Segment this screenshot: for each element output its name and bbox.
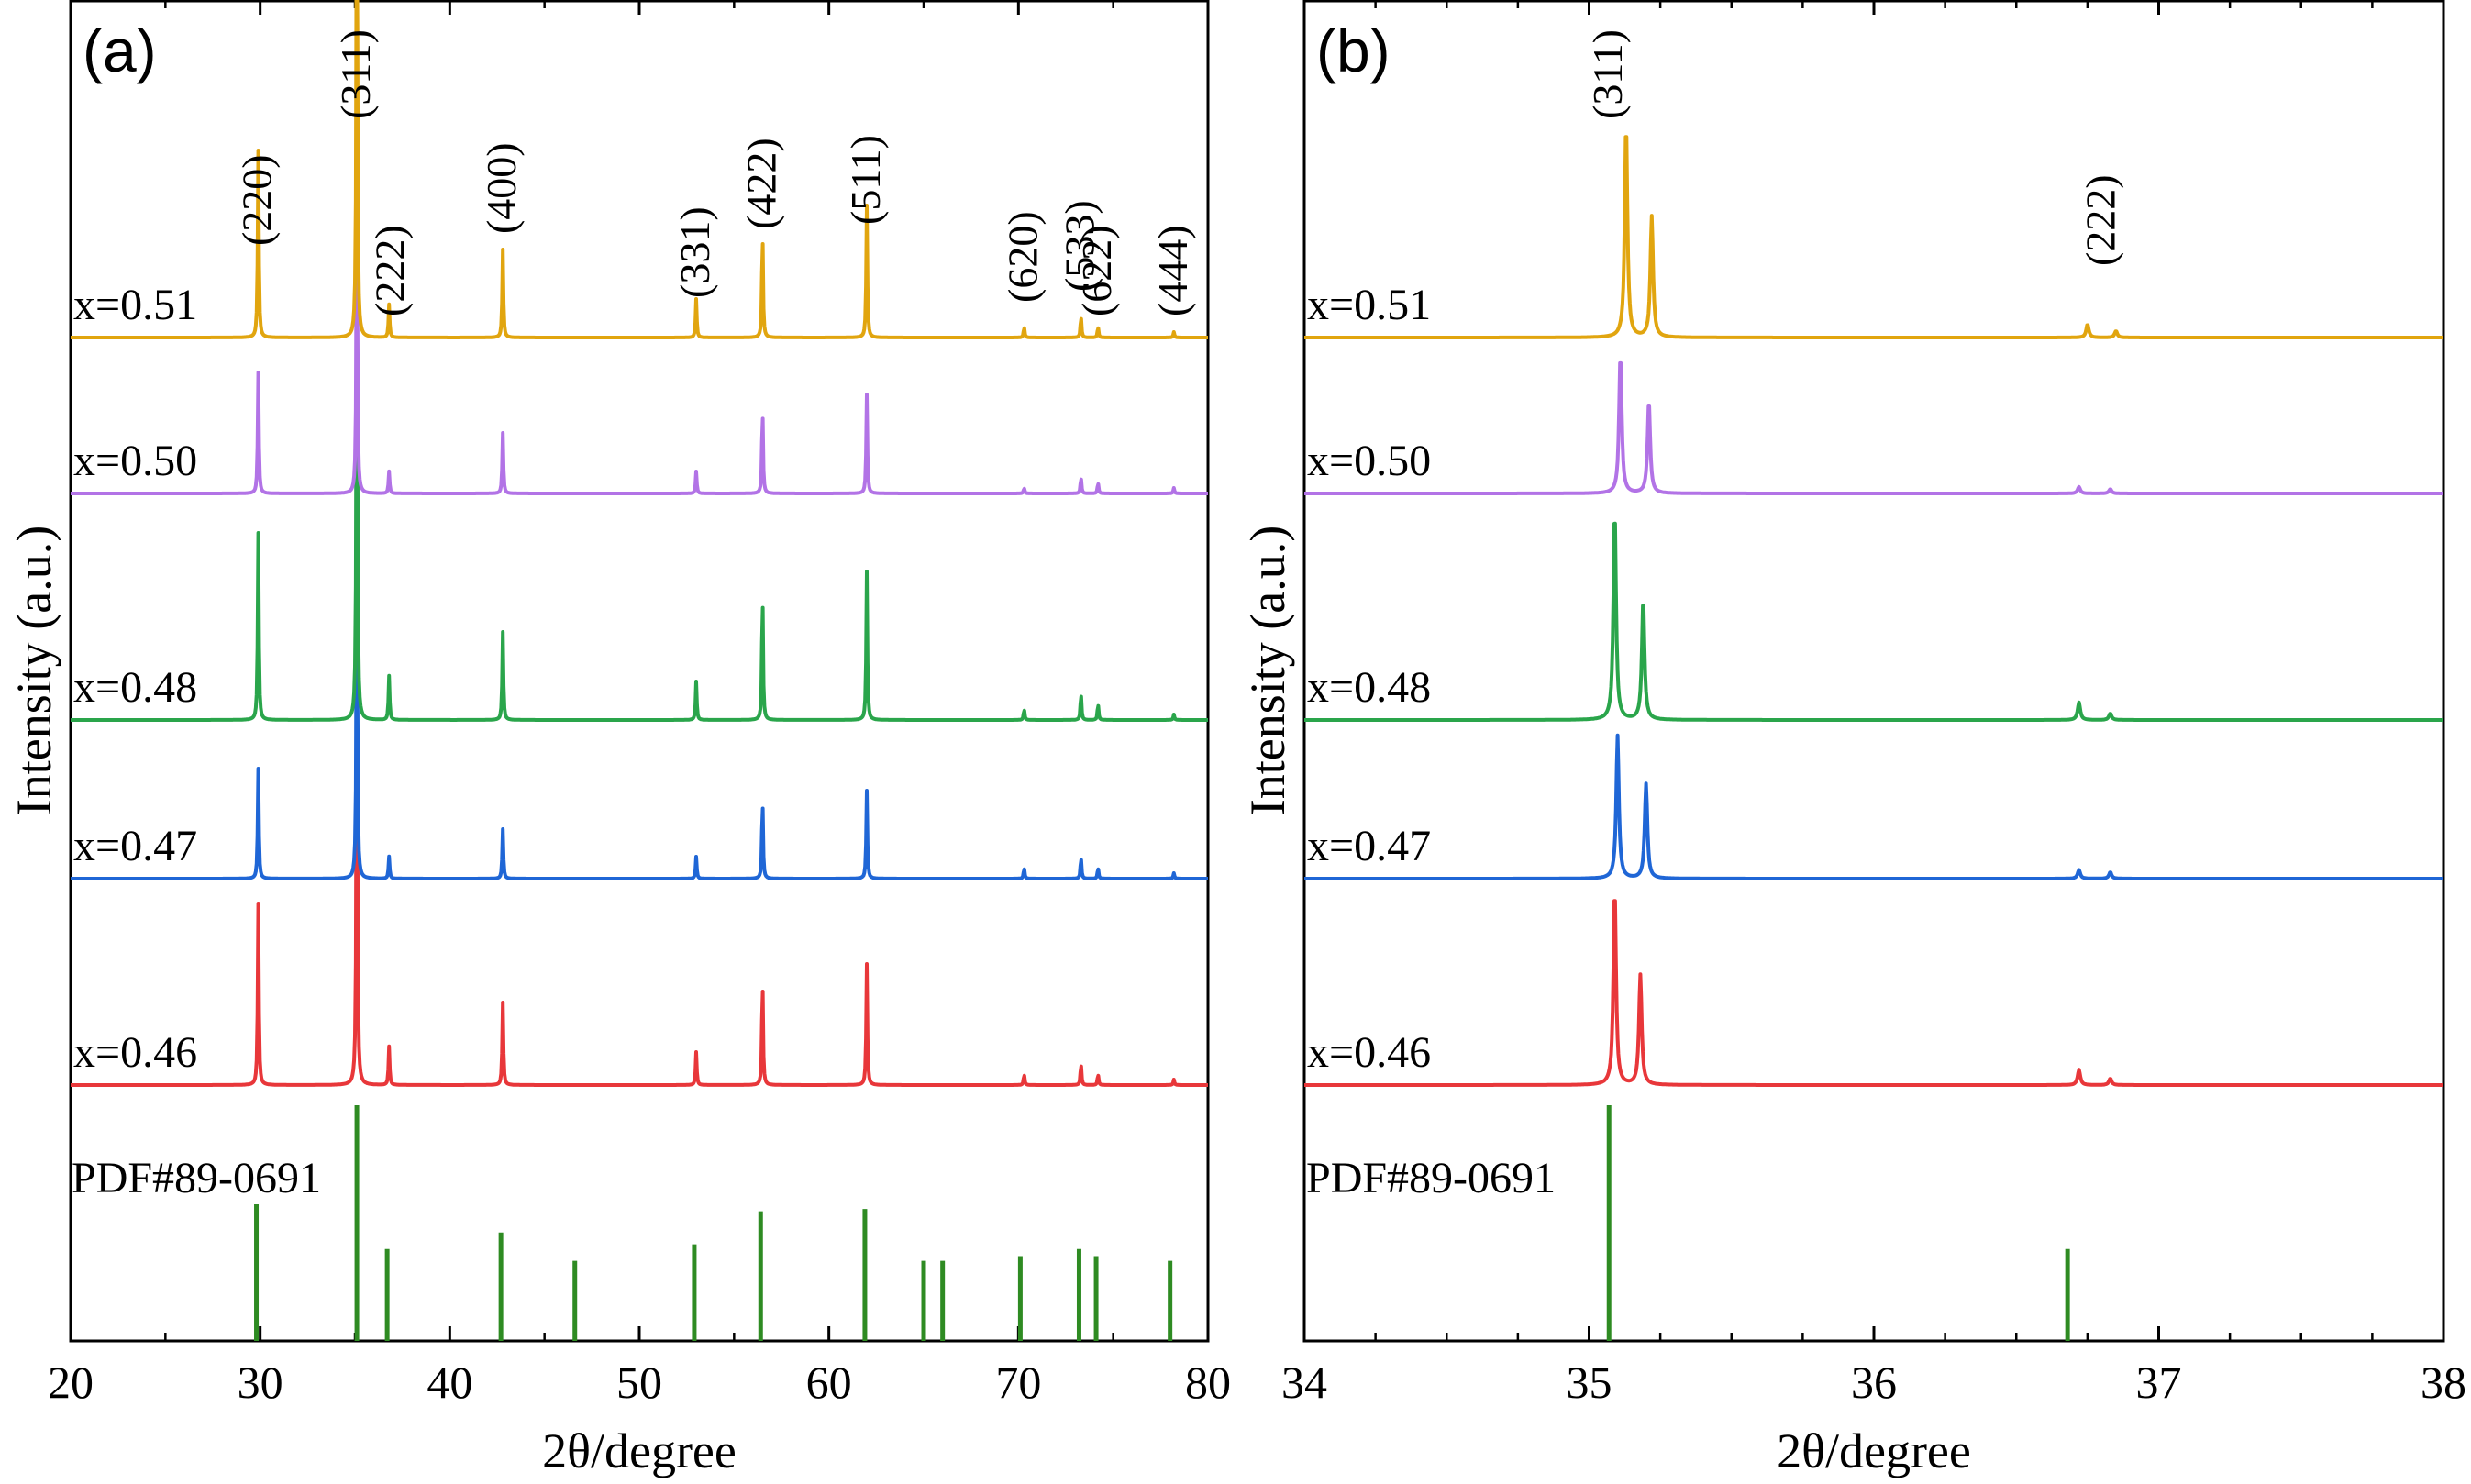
series-label: x=0.47	[73, 822, 197, 870]
x-tick-label: 80	[1185, 1357, 1231, 1408]
peak-hkl-label: (311)	[332, 29, 379, 119]
series-label: x=0.51	[73, 281, 197, 329]
series-label: x=0.46	[73, 1028, 197, 1077]
y-axis-title: Intensity (a.u.)	[6, 526, 61, 815]
series-label: x=0.48	[1307, 663, 1431, 712]
peak-hkl-label: (222)	[366, 225, 413, 316]
x-tick-label: 37	[2136, 1357, 2182, 1408]
peak-hkl-label: (222)	[2077, 174, 2123, 266]
plot-frame	[1302, 0, 2445, 1343]
series-line	[1302, 733, 2445, 880]
series-line	[69, 0, 1210, 339]
x-tick-label: 35	[1567, 1357, 1612, 1408]
x-tick-label: 70	[995, 1357, 1041, 1408]
peak-hkl-label: (444)	[1149, 225, 1196, 316]
series-label: x=0.51	[1307, 281, 1431, 329]
series-label: x=0.48	[73, 663, 197, 712]
series-line	[1302, 521, 2445, 722]
x-axis-title: 2θ/degree	[1777, 1423, 1971, 1478]
series-line	[69, 220, 1210, 495]
series-label: x=0.47	[1307, 822, 1431, 870]
x-tick-label: 60	[806, 1357, 852, 1408]
y-axis-title: Intensity (a.u.)	[1240, 526, 1295, 815]
peak-hkl-label: (622)	[1073, 225, 1120, 316]
x-tick-label: 38	[2421, 1357, 2466, 1408]
series-line	[1302, 899, 2445, 1087]
peak-hkl-label: (311)	[1584, 29, 1631, 119]
series-label: x=0.50	[73, 437, 197, 485]
x-tick-label: 34	[1281, 1357, 1327, 1408]
peak-hkl-label: (400)	[478, 142, 525, 234]
series-line	[69, 586, 1210, 880]
x-tick-label: 20	[48, 1357, 94, 1408]
panel-label: (a)	[83, 17, 157, 84]
series-label: x=0.50	[1307, 437, 1431, 485]
panel-a: 20 30 40 50 60 70 80 2θ/degree Intensity (a.u.) (…	[6, 0, 1231, 1478]
peak-hkl-label: (422)	[737, 138, 784, 229]
series-line	[69, 282, 1210, 722]
x-tick-label: 50	[616, 1357, 662, 1408]
series-label: x=0.46	[1307, 1028, 1431, 1077]
reference-label: PDF#89-0691	[1306, 1154, 1556, 1202]
peak-hkl-label: (533)	[1057, 200, 1103, 292]
peak-hkl-label: (620)	[1000, 211, 1047, 303]
peak-hkl-label: (331)	[671, 206, 718, 298]
peak-hkl-label: (511)	[842, 135, 889, 225]
panel-label: (b)	[1316, 17, 1391, 84]
series-line	[1302, 360, 2445, 495]
peak-hkl-label: (220)	[234, 154, 281, 246]
reference-label: PDF#89-0691	[72, 1154, 321, 1202]
x-tick-label: 40	[427, 1357, 472, 1408]
series-line	[1302, 135, 2445, 339]
series-line	[69, 685, 1210, 1087]
panel-b: 34 35 36 37 38 2θ/degree Intensity (a.u.) (b) PD…	[1240, 0, 2466, 1478]
x-tick-label: 30	[238, 1357, 283, 1408]
x-axis-title: 2θ/degree	[542, 1423, 737, 1478]
x-tick-label: 36	[1851, 1357, 1897, 1408]
